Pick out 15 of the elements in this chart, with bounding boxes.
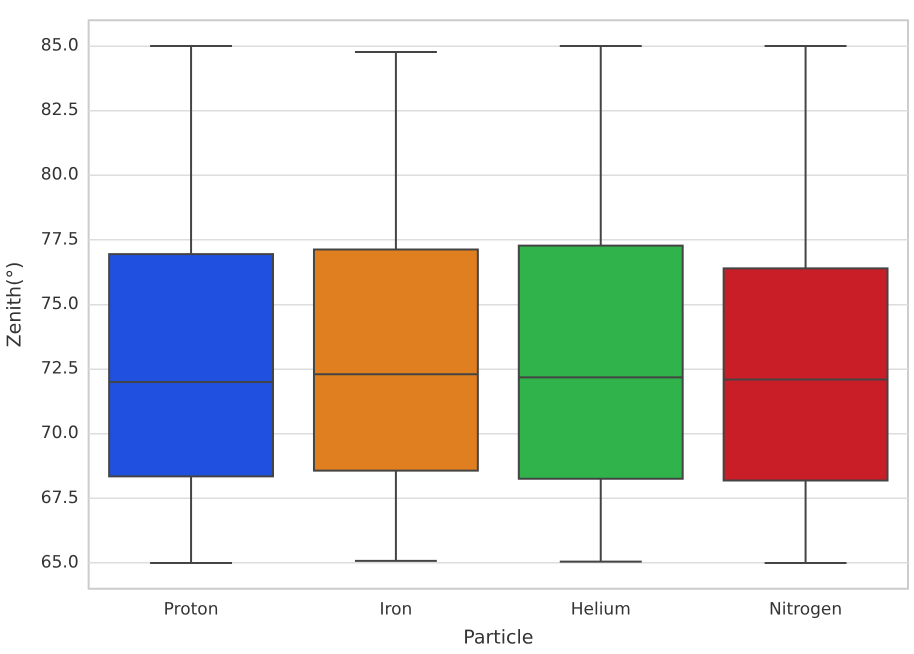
x-axis-title: Particle (463, 626, 534, 649)
y-tick-label: 80.0 (40, 164, 79, 185)
y-tick-label: 77.5 (40, 229, 79, 250)
x-tick-label: Helium (570, 599, 631, 620)
y-tick-label: 75.0 (40, 294, 79, 314)
y-tick-label: 67.5 (40, 488, 79, 508)
y-tick-label: 65.0 (40, 552, 79, 572)
y-tick-label: 70.0 (40, 423, 79, 444)
y-tick-label: 72.5 (40, 358, 79, 379)
y-tick-label: 82.5 (40, 100, 79, 120)
x-tick-label: Proton (164, 599, 218, 620)
x-tick-label: Nitrogen (769, 599, 842, 620)
y-axis-title: Zenith(°) (3, 262, 26, 348)
y-tick-label: 85.0 (40, 35, 79, 56)
x-tick-label: Iron (380, 599, 412, 620)
